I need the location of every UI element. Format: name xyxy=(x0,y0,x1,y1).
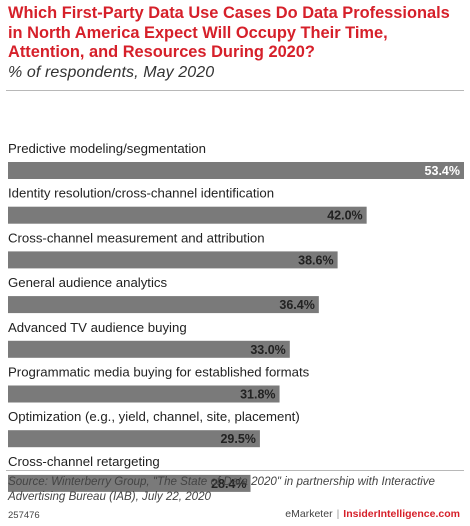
footer-divider xyxy=(6,470,464,471)
brand-separator: | xyxy=(336,508,340,520)
bar xyxy=(8,296,319,314)
category-label: Cross-channel retargeting xyxy=(8,454,160,469)
brand-emarketer: eMarketer xyxy=(285,508,333,520)
category-label: Predictive modeling/segmentation xyxy=(8,141,206,156)
category-label: Cross-channel measurement and attributio… xyxy=(8,230,265,245)
value-label: 33.0% xyxy=(250,343,285,357)
value-label: 28.4% xyxy=(211,477,246,491)
category-label: Optimization (e.g., yield, channel, site… xyxy=(8,409,300,424)
bar xyxy=(8,206,367,224)
value-label: 38.6% xyxy=(298,253,333,267)
bar xyxy=(8,340,290,358)
value-label: 29.5% xyxy=(220,432,255,446)
value-label: 31.8% xyxy=(240,388,275,402)
brand-insider-intelligence[interactable]: InsiderIntelligence.com xyxy=(343,508,460,520)
category-label: General audience analytics xyxy=(8,275,167,290)
category-label: Identity resolution/cross-channel identi… xyxy=(8,186,274,201)
chart-subtitle: % of respondents, May 2020 xyxy=(8,64,215,81)
brand-footer: eMarketer | InsiderIntelligence.com xyxy=(285,508,460,520)
category-label: Advanced TV audience buying xyxy=(8,320,187,335)
value-label: 53.4% xyxy=(425,164,460,178)
bar xyxy=(8,474,251,492)
bar xyxy=(8,385,280,403)
header-divider xyxy=(6,90,464,91)
value-label: 36.4% xyxy=(279,298,314,312)
chart-id: 257476 xyxy=(8,510,40,521)
chart-title: Which First-Party Data Use Cases Do Data… xyxy=(8,4,450,61)
category-label: Programmatic media buying for establishe… xyxy=(8,365,310,380)
bar xyxy=(8,162,464,179)
value-label: 42.0% xyxy=(327,209,362,223)
bar xyxy=(8,430,260,448)
bar xyxy=(8,251,338,269)
source-note: Source: Winterberry Group, "The State of… xyxy=(8,475,435,503)
